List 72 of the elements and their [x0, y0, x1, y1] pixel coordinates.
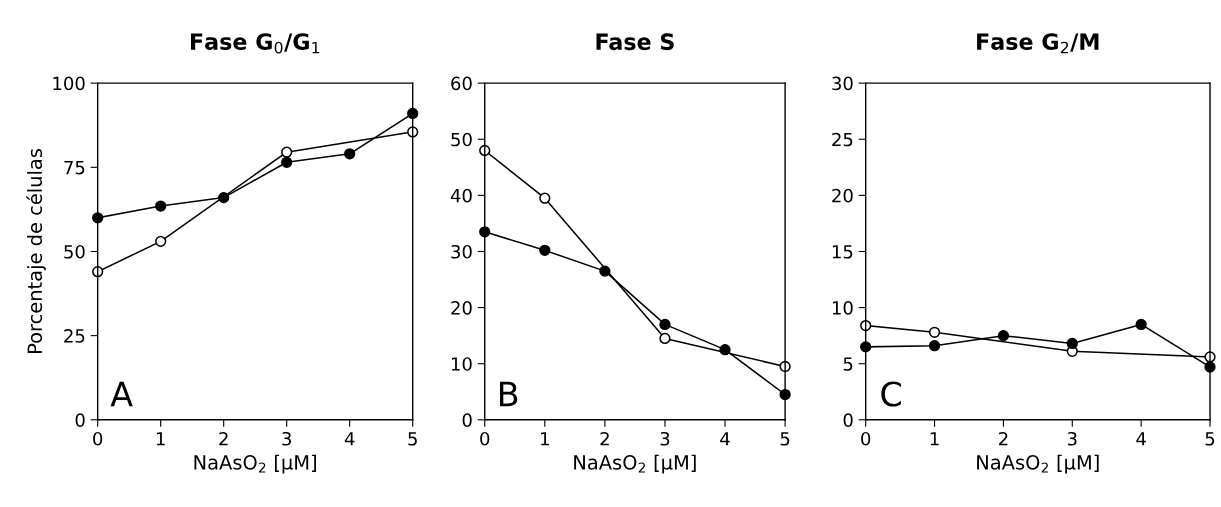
y-tick-label: 0 [462, 413, 472, 427]
point [479, 144, 491, 157]
annotation: B [500, 381, 518, 407]
y-tick-label: 40 [450, 188, 472, 203]
y-tick-label: 10 [832, 301, 853, 315]
point [779, 388, 791, 401]
x-tick-label: 1 [156, 432, 165, 446]
annotation: A [110, 381, 133, 407]
x-tick-label: 4 [344, 432, 355, 446]
x-tick-label: 1 [541, 432, 549, 446]
x-tick-label: 3 [1067, 431, 1077, 446]
x-tick-label: 4 [720, 432, 730, 446]
x-tick-label: 2 [999, 431, 1008, 446]
x-axis-title: NaAsO$_{2}$ [μM] [977, 454, 1099, 474]
x-tick-label: 3 [660, 431, 670, 446]
y-tick-label: 25 [832, 132, 853, 147]
point [860, 341, 872, 353]
point [218, 191, 230, 204]
point [860, 319, 872, 332]
point [539, 192, 551, 204]
point [281, 146, 293, 158]
point [407, 107, 419, 120]
point [719, 344, 731, 356]
x-tick-label: 4 [1136, 432, 1146, 446]
annotation: C [881, 381, 901, 407]
y-tick-label: 0 [75, 413, 85, 427]
chart-title: Fase S [596, 33, 674, 51]
x-tick-label: 0 [480, 431, 490, 446]
y-tick-label: 25 [64, 329, 85, 343]
y-tick-label: 20 [832, 188, 853, 203]
x-tick-label: 5 [1205, 432, 1215, 446]
point [659, 318, 671, 331]
y-axis-title: Porcentaje de células [26, 149, 46, 353]
y-tick-label: 75 [64, 161, 85, 175]
point [539, 244, 551, 256]
point [659, 332, 671, 345]
x-tick-label: 1 [930, 432, 939, 446]
y-tick-label: 0 [843, 413, 853, 427]
x-tick-label: 2 [600, 431, 609, 446]
point [928, 340, 941, 352]
x-tick-label: 5 [780, 432, 790, 446]
point [1135, 318, 1147, 331]
point [92, 212, 104, 224]
point [155, 200, 167, 212]
point [344, 148, 356, 160]
point [155, 235, 167, 247]
y-tick-label: 15 [832, 245, 853, 259]
x-tick-label: 3 [282, 431, 291, 446]
x-tick-label: 2 [219, 431, 228, 446]
y-tick-label: 30 [451, 244, 472, 259]
y-tick-label: 10 [451, 357, 472, 371]
point [997, 330, 1010, 342]
point [599, 265, 611, 277]
chart-title: Fase G$_{0}$/G$_{1}$ [191, 33, 320, 54]
y-tick-label: 20 [451, 301, 472, 315]
x-axis-title: NaAsO$_{2}$ [μM] [574, 454, 696, 474]
x-tick-label: 0 [861, 431, 871, 446]
point [1066, 337, 1078, 350]
point [281, 156, 293, 168]
y-tick-label: 60 [451, 76, 472, 91]
y-tick-label: 5 [843, 357, 853, 371]
y-tick-label: 50 [64, 244, 85, 259]
x-axis-title: NaAsO$_{2}$ [μM] [194, 454, 316, 474]
chart-title: Fase G$_{2}$/M [977, 33, 1099, 54]
point [1204, 361, 1216, 373]
point [479, 226, 491, 238]
y-tick-label: 50 [451, 132, 472, 147]
y-tick-label: 30 [832, 76, 853, 91]
point [928, 326, 941, 338]
x-tick-label: 5 [408, 432, 417, 446]
y-tick-label: 100 [53, 76, 85, 91]
x-tick-label: 0 [93, 431, 103, 446]
